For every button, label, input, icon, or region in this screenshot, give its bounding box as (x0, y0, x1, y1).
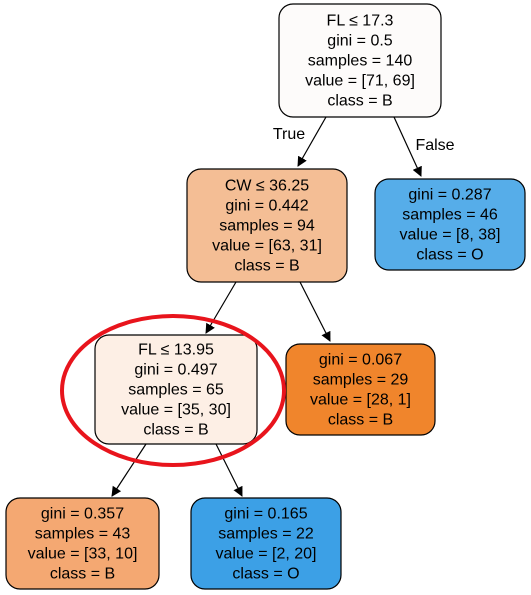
node-box (5, 497, 160, 590)
tree-node-leaf-b-29: gini = 0.067 samples = 29 value = [28, 1] c… (285, 343, 436, 436)
edge-cw-to-fl2 (205, 281, 237, 334)
tree-node-leaf-o-22: gini = 0.165 samples = 22 value = [2, 20] c… (190, 497, 342, 590)
edge-label-true: True (273, 126, 305, 143)
node-line: FL ≤ 17.3 (327, 13, 394, 30)
node-line: samples = 94 (219, 218, 315, 235)
node-line: gini = 0.497 (134, 362, 217, 379)
node-box (278, 3, 442, 118)
node-line: class = B (327, 93, 392, 110)
edge-label-false: False (415, 137, 454, 154)
tree-node-leaf-b-43: gini = 0.357 samples = 43 value = [33, 10]… (5, 497, 160, 590)
edge-fl2-to-leaf-o-22 (215, 443, 243, 497)
node-line: class = O (232, 566, 299, 583)
node-line: class = B (143, 422, 208, 439)
node-line: gini = 0.165 (224, 506, 307, 523)
node-line: class = O (416, 247, 483, 264)
node-line: samples = 140 (308, 53, 413, 70)
node-box (94, 334, 258, 445)
node-line: samples = 22 (218, 526, 314, 543)
node-line: value = [35, 30] (121, 402, 231, 419)
node-line: gini = 0.442 (225, 198, 308, 215)
tree-node-root: FL ≤ 17.3 gini = 0.5 samples = 140 value = … (278, 3, 442, 118)
node-line: value = [2, 20] (216, 546, 317, 563)
node-line: class = B (50, 566, 115, 583)
node-line: class = B (328, 412, 393, 429)
node-line: value = [8, 38] (400, 227, 501, 244)
tree-node-leaf-o-46: gini = 0.287 samples = 46 value = [8, 38] c… (374, 178, 526, 271)
node-line: gini = 0.5 (327, 33, 392, 50)
edge-fl2-to-leaf-b-43 (111, 443, 147, 497)
node-line: value = [63, 31] (212, 238, 322, 255)
node-line: value = [33, 10] (28, 546, 138, 563)
node-line: samples = 29 (313, 372, 409, 389)
tree-node-cw: CW ≤ 36.25 gini = 0.442 samples = 94 value … (186, 168, 348, 283)
node-box (285, 343, 436, 436)
highlight-ellipse (60, 314, 286, 467)
node-line: CW ≤ 36.25 (225, 178, 309, 195)
node-line: gini = 0.287 (408, 187, 491, 204)
node-line: gini = 0.357 (41, 506, 124, 523)
tree-node-fl2: FL ≤ 13.95 gini = 0.497 samples = 65 value … (94, 334, 258, 445)
node-box (374, 178, 526, 271)
edge-cw-to-leaf-b-29 (299, 281, 331, 342)
node-box (190, 497, 342, 590)
edge-root-to-cw (297, 116, 327, 167)
node-line: gini = 0.067 (319, 352, 402, 369)
node-line: samples = 46 (402, 207, 498, 224)
node-line: value = [28, 1] (310, 392, 411, 409)
node-box (186, 168, 348, 283)
node-line: samples = 65 (128, 382, 224, 399)
node-line: FL ≤ 13.95 (138, 342, 214, 359)
node-line: samples = 43 (35, 526, 131, 543)
edge-root-to-leaf-o-46 (393, 116, 422, 177)
node-line: class = B (234, 258, 299, 275)
node-line: value = [71, 69] (305, 73, 415, 90)
